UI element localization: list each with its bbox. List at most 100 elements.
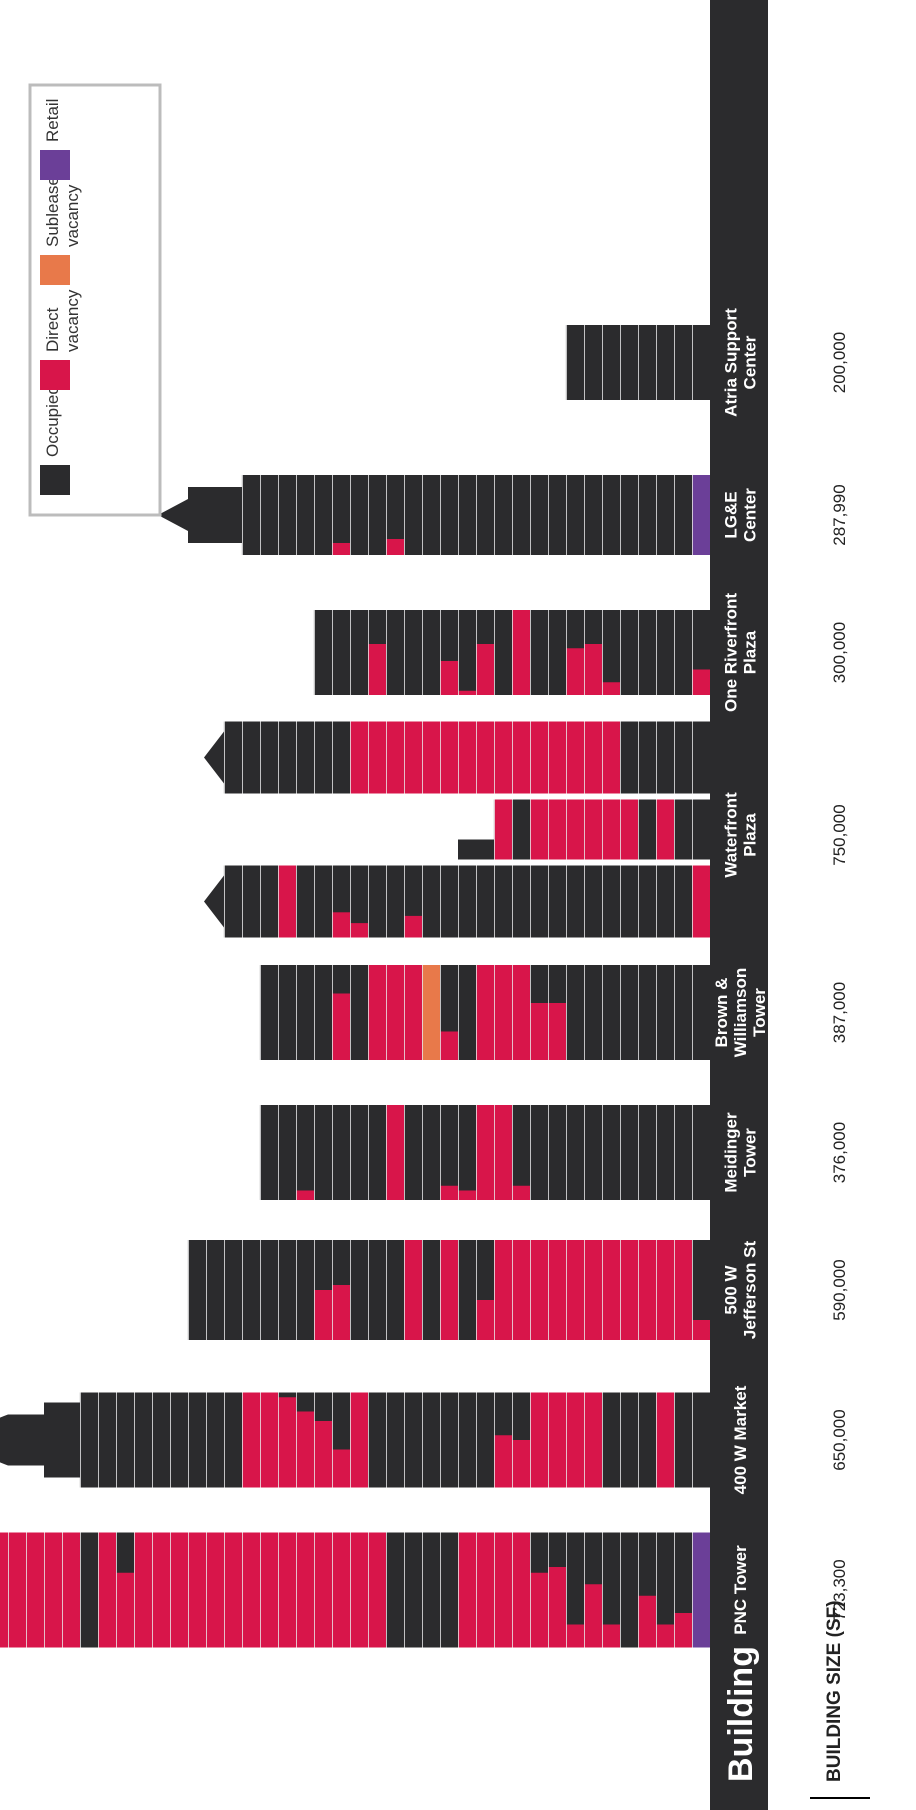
floor-1-32 [134, 1532, 152, 1648]
floor-4-18 [386, 1105, 404, 1200]
floor-4-25 [260, 1105, 278, 1200]
floor-7-18 [386, 610, 404, 695]
floor-8-16 [422, 475, 440, 555]
floor-7-3 [656, 610, 674, 695]
floor-1-27 [224, 1532, 242, 1648]
floor-5-13 [476, 965, 494, 1060]
floor-2-16 [422, 1392, 440, 1488]
floor-5-7 [584, 965, 602, 1060]
floor-8-1 [692, 475, 710, 555]
floor-1-37 [44, 1532, 62, 1648]
building-size-3: 590,000 [830, 1259, 849, 1320]
floor-3-26 [242, 1240, 260, 1340]
floor-4-22 [314, 1105, 332, 1200]
floor-vacancy-1-9 [548, 1567, 566, 1648]
building-2-dome [0, 1414, 8, 1466]
building-size-6: 750,000 [830, 804, 849, 865]
floor-5-1 [692, 965, 710, 1060]
floor-3-24 [278, 1240, 296, 1340]
floor-6-25 [260, 865, 278, 938]
floor-6-4 [638, 799, 656, 860]
floor-8-2 [674, 475, 692, 555]
floor-3-2 [674, 1240, 692, 1340]
floor-vacancy-1-4 [638, 1595, 656, 1648]
floor-8-22 [314, 475, 332, 555]
floor-9-2 [674, 325, 692, 400]
floor-2-32 [134, 1392, 152, 1488]
floor-1-17 [404, 1532, 422, 1648]
floor-6-10 [530, 865, 548, 938]
floor-4-17 [404, 1105, 422, 1200]
floor-6-7 [584, 721, 602, 794]
floor-3-20 [350, 1240, 368, 1340]
floor-1-31 [152, 1532, 170, 1648]
floor-6-5 [620, 799, 638, 860]
building-size-4: 376,000 [830, 1122, 849, 1183]
floor-7-14 [458, 610, 476, 695]
building-size-8: 287,990 [830, 484, 849, 545]
floor-vacancy-1-8 [566, 1624, 584, 1648]
floor-2-29 [188, 1392, 206, 1488]
floor-8-18 [386, 475, 404, 555]
floor-7-5 [620, 610, 638, 695]
floor-6-7 [584, 865, 602, 938]
floor-6-13 [476, 865, 494, 938]
floor-9-6 [602, 325, 620, 400]
floor-1-25 [260, 1532, 278, 1648]
floor-7-20 [350, 610, 368, 695]
floor-5-3 [656, 965, 674, 1060]
floor-6-12 [494, 721, 512, 794]
floor-2-26 [242, 1392, 260, 1488]
floor-2-17 [404, 1392, 422, 1488]
floor-6-9 [548, 799, 566, 860]
floor-1-22 [314, 1532, 332, 1648]
floor-2-10 [530, 1392, 548, 1488]
floor-1-28 [206, 1532, 224, 1648]
legend-swatch-direct_vacancy [40, 360, 70, 390]
floor-8-3 [656, 475, 674, 555]
building-5: Brown & Williamson Tower 387,000 [259, 965, 849, 1060]
floor-6-26 [242, 865, 260, 938]
floor-5-6 [602, 965, 620, 1060]
floor-vacancy-4-15 [440, 1185, 458, 1200]
floor-vacancy-3-13 [476, 1300, 494, 1340]
building-size-9: 200,000 [830, 332, 849, 393]
floor-4-8 [566, 1105, 584, 1200]
floor-6-24 [278, 721, 296, 794]
header-building-label: Building [722, 1646, 760, 1782]
floor-5-19 [368, 965, 386, 1060]
floor-2-15 [440, 1392, 458, 1488]
legend-swatch-sublease_vacancy [40, 255, 70, 285]
floor-3-5 [620, 1240, 638, 1340]
floor-4-3 [656, 1105, 674, 1200]
floor-1-38 [26, 1532, 44, 1648]
floor-vacancy-1-6 [602, 1624, 620, 1648]
floor-8-17 [404, 475, 422, 555]
floor-3-27 [224, 1240, 242, 1340]
building-size-5: 387,000 [830, 982, 849, 1043]
floor-8-20 [350, 475, 368, 555]
floor-vacancy-5-10 [530, 1003, 548, 1060]
floor-4-15 [440, 1105, 458, 1200]
floor-2-34 [98, 1392, 116, 1488]
building-name-9-line-1: Atria Support [722, 308, 741, 417]
building-1: PNC Tower 723,300 [0, 1532, 849, 1648]
floor-4-23 [296, 1105, 314, 1200]
floor-3-28 [206, 1240, 224, 1340]
floor-2-1 [692, 1392, 710, 1488]
floor-8-4 [638, 475, 656, 555]
floor-5-4 [638, 965, 656, 1060]
floor-6-11 [512, 721, 530, 794]
floor-vacancy-7-19 [368, 644, 386, 695]
floor-3-7 [584, 1240, 602, 1340]
building-name-7-line-2: Plaza [741, 630, 760, 674]
floor-5-14 [458, 965, 476, 1060]
floor-vacancy-3-21 [332, 1285, 350, 1340]
floor-5-25 [260, 965, 278, 1060]
floor-6-5 [620, 721, 638, 794]
floor-5-23 [296, 965, 314, 1060]
floor-3-14 [458, 1240, 476, 1340]
